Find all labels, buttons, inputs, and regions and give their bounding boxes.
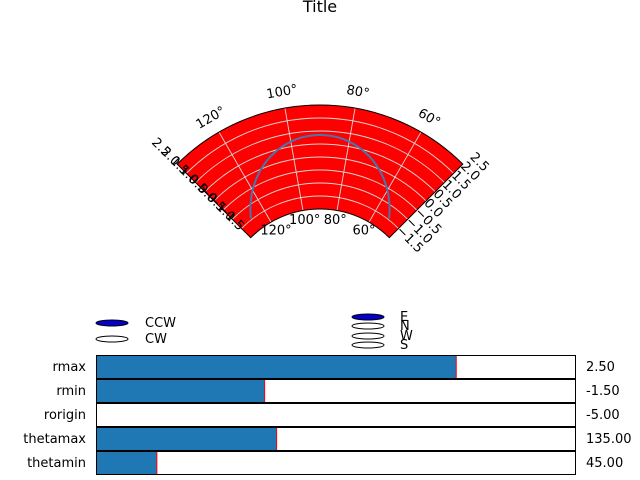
slider-rorigin[interactable]: rorigin -5.00 xyxy=(44,403,620,427)
polar-grid-circle xyxy=(241,195,399,229)
polar-axes: 60°80°100°120° 60°80°100°120° −1.5−1.0−0… xyxy=(148,82,492,256)
radio-label-w: W xyxy=(400,329,413,344)
slider-rmax[interactable]: rmax 2.50 xyxy=(53,355,615,379)
theta-tick-label-inner: 60° xyxy=(352,223,375,238)
radio-label-s: S xyxy=(400,338,408,353)
slider-value-rorigin: -5.00 xyxy=(586,408,620,423)
slider-value-rmin: -1.50 xyxy=(586,384,620,399)
polar-wedge-border xyxy=(176,104,464,239)
radio-button-n[interactable] xyxy=(351,322,385,330)
direction-radio-group[interactable]: CCW CW xyxy=(95,316,176,347)
theta-tick-label-outer: 100° xyxy=(265,82,298,102)
radio-option-cw[interactable]: CW xyxy=(95,332,167,347)
radio-option-e[interactable]: E xyxy=(351,310,408,325)
slider-fill-thetamax xyxy=(97,428,277,450)
slider-label-rorigin: rorigin xyxy=(44,408,86,423)
theta-tick-label-outer: 60° xyxy=(415,106,442,131)
theta-tick-label-inner: 120° xyxy=(260,223,291,238)
slider-value-thetamax: 135.00 xyxy=(586,432,632,447)
radio-button-w[interactable] xyxy=(351,332,385,340)
radio-option-n[interactable]: N xyxy=(351,319,410,334)
radio-option-s[interactable]: S xyxy=(351,338,408,353)
theta-tick-label-inner: 100° xyxy=(289,213,320,228)
polar-grid-circle xyxy=(232,182,408,220)
slider-label-thetamin: thetamin xyxy=(27,456,86,471)
radio-button-ccw[interactable] xyxy=(95,319,129,327)
figure-title: Title xyxy=(302,0,337,16)
slider-value-thetamin: 45.00 xyxy=(586,456,623,471)
slider-track-rorigin[interactable] xyxy=(96,403,576,427)
radio-button-e[interactable] xyxy=(351,313,385,321)
polar-grid xyxy=(186,107,454,229)
slider-thetamin[interactable]: thetamin 45.00 xyxy=(27,451,623,475)
polar-grid-spoke xyxy=(284,107,304,211)
radio-label-n: N xyxy=(400,319,410,334)
radio-label-cw: CW xyxy=(145,332,167,347)
radio-option-ccw[interactable]: CCW xyxy=(95,316,176,331)
polar-grid-spoke xyxy=(336,107,356,211)
radio-option-w[interactable]: W xyxy=(351,329,413,344)
polar-grid-circle xyxy=(213,156,427,202)
theta-tick-label-outer: 120° xyxy=(194,104,229,133)
polar-grid-circle xyxy=(195,130,445,183)
radio-label-e: E xyxy=(400,310,408,325)
slider-fill-rmax xyxy=(97,356,457,378)
polar-data-line xyxy=(249,133,391,219)
slider-label-rmin: rmin xyxy=(56,384,86,399)
slider-fill-rmin xyxy=(97,380,265,402)
theta-tick-labels-inner: 60° 80° 100°120° xyxy=(260,213,375,238)
polar-grid-spoke xyxy=(368,131,422,223)
polar-wedge-background xyxy=(177,105,463,238)
slider-value-rmax: 2.50 xyxy=(586,360,615,375)
radio-button-cw[interactable] xyxy=(95,335,129,343)
slider-fill-thetamin xyxy=(97,452,157,474)
radial-tick-labels-right: −1.5−1.0−0.50.00.51.01.52.02.5 xyxy=(393,150,492,256)
slider-label-rmax: rmax xyxy=(53,360,87,375)
slider-thetamax[interactable]: thetamax 135.00 xyxy=(23,427,632,451)
zero-location-radio-group[interactable]: E N W S xyxy=(351,310,413,353)
polar-grid-circle xyxy=(204,143,436,193)
theta-tick-label-outer: 80° xyxy=(345,83,370,102)
slider-label-thetamax: thetamax xyxy=(23,432,86,447)
radio-label-ccw: CCW xyxy=(145,316,176,331)
slider-track-thetamin[interactable] xyxy=(96,451,576,475)
radio-button-s[interactable] xyxy=(351,341,385,349)
polar-grid-circle xyxy=(186,117,454,174)
slider-rmin[interactable]: rmin -1.50 xyxy=(56,379,620,403)
polar-grid-circle xyxy=(222,169,418,211)
theta-tick-label-inner: 80° xyxy=(324,213,347,228)
slider-panel: rmax 2.50 rmin -1.50 rorigin -5.00 theta… xyxy=(23,355,632,475)
polar-grid-spoke xyxy=(218,131,272,223)
